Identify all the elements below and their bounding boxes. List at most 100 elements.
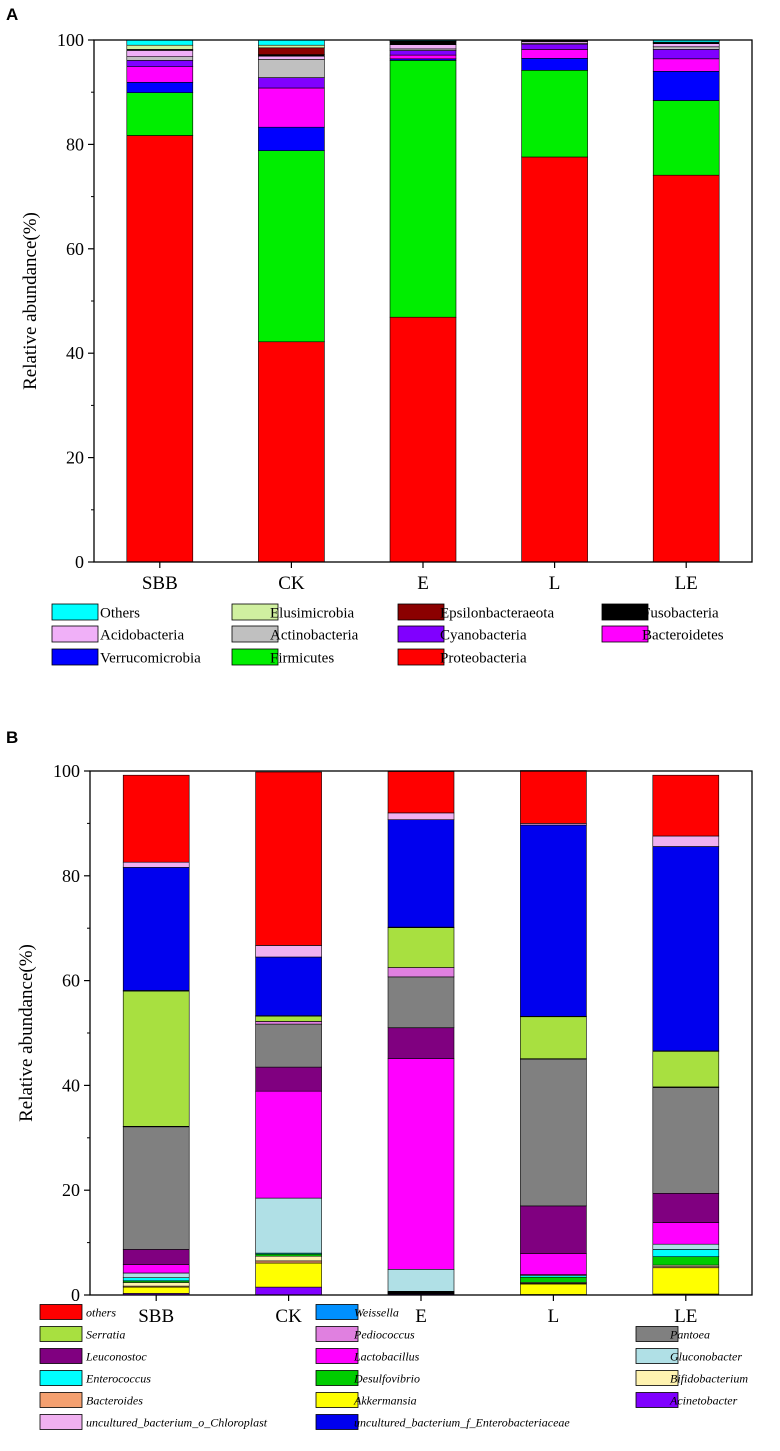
bar-segment-l-leuconostoc <box>520 1205 587 1254</box>
legend-label: Acinetobacter <box>669 1393 738 1407</box>
x-tick-label-le: LE <box>674 1306 697 1327</box>
bar-segment-e-fusobacteria <box>389 41 457 45</box>
legend-label: Gluconobacter <box>670 1349 742 1363</box>
legend-swatch <box>601 603 649 621</box>
legend-swatch <box>315 1370 359 1386</box>
legend-label: Firmicutes <box>270 650 334 666</box>
bar-segment-sbb-others <box>122 774 190 863</box>
bar-segment-ck-others <box>255 771 322 946</box>
bar-segment-le-bacteroidetes <box>652 58 720 72</box>
legend-swatch <box>231 625 279 643</box>
bar-segment-le-verrucomicrobia <box>652 71 720 101</box>
bar-segment-ck-pantoea <box>255 1023 322 1068</box>
bar-segment-e-cyanobacteria <box>389 50 457 56</box>
legend-item-uncultured-bacterium-f-enterobacteriaceae: uncultured_bacterium_f_Enterobacteriacea… <box>315 1414 570 1430</box>
bar-segment-ck-proteobacteria <box>258 341 325 563</box>
bar-segment-e-proteobacteria <box>389 316 457 563</box>
bar-segment-ck-actinobacteria <box>258 58 325 78</box>
legend-label: Pantoea <box>669 1327 710 1341</box>
legend-label: Bacteroides <box>86 1393 143 1407</box>
bar-segment-le-acidobacteria <box>652 43 720 48</box>
bar-segment-ck-pediococcus <box>255 1021 322 1025</box>
bar-segment-sbb-actinobacteria <box>126 56 194 61</box>
legend-swatch <box>231 603 279 621</box>
bar-segment-le-leuconostoc <box>652 1193 720 1223</box>
legend-item-pediococcus: Pediococcus <box>315 1326 415 1342</box>
legend-item-enterococcus: Enterococcus <box>39 1370 151 1386</box>
legend-item-verrucomicrobia: Verrucomicrobia <box>51 648 201 666</box>
bar-segment-sbb-pantoea <box>122 1126 190 1250</box>
legend-swatch <box>39 1414 83 1430</box>
bar-segment-le-firmicutes <box>652 100 720 176</box>
bar-segment-le-cyanobacteria <box>652 49 720 60</box>
legend-item-elusimicrobia: Elusimicrobia <box>231 603 354 621</box>
bar-segment-le-pantoea <box>652 1087 720 1194</box>
legend-label: Serratia <box>86 1327 125 1341</box>
bar-segment-l-lactobacillus <box>520 1253 587 1275</box>
legend-swatch <box>39 1326 83 1342</box>
legend-item-weissella: Weissella <box>315 1304 399 1320</box>
bar-segment-sbb-uncultured-bacterium-f-enterobacteriaceae <box>122 867 190 991</box>
legend-label: Pediococcus <box>353 1327 415 1341</box>
legend-label: Actinobacteria <box>270 627 359 643</box>
legend-label: others <box>86 1305 116 1319</box>
legend-item-acidobacteria: Acidobacteria <box>51 625 184 643</box>
legend-label: Epsilonbacteraeota <box>440 605 554 621</box>
bar-segment-e-uncultured-bacterium-o-chloroplast <box>387 812 455 821</box>
bar-segment-le-uncultured-bacterium-f-enterobacteriaceae <box>652 846 720 1052</box>
bar-segment-l-others <box>520 770 587 824</box>
legend-swatch <box>397 625 445 643</box>
bar-segment-e-leuconostoc <box>387 1027 455 1060</box>
legend-swatch <box>315 1414 359 1430</box>
legend-item-firmicutes: Firmicutes <box>231 648 334 666</box>
bar-segment-l-desulfovibrio <box>520 1276 587 1283</box>
bar-segment-sbb-acidobacteria <box>126 50 194 58</box>
legend-label: Leuconostoc <box>85 1349 147 1363</box>
legend-swatch <box>51 603 99 621</box>
y-tick-label: 20 <box>62 1180 80 1200</box>
y-tick-label: 60 <box>66 239 84 259</box>
y-tick-label: 0 <box>71 1285 80 1305</box>
bar-segment-ck-gluconobacter <box>255 1197 322 1254</box>
bar-segment-ck-leuconostoc <box>255 1066 322 1092</box>
bar-segment-le-lactobacillus <box>652 1222 720 1245</box>
legend-item-others: Others <box>51 603 140 621</box>
bar-segment-sbb-verrucomicrobia <box>126 82 194 94</box>
legend-item-actinobacteria: Actinobacteria <box>231 625 359 643</box>
bar-segment-le-enterococcus <box>652 1249 720 1258</box>
x-tick-label-l: L <box>548 1306 560 1327</box>
bar-segment-l-cyanobacteria <box>521 43 588 50</box>
legend-swatch <box>315 1304 359 1320</box>
legend-item-bacteroides: Bacteroides <box>39 1392 143 1408</box>
bar-segment-l-acidobacteria <box>521 41 588 44</box>
bar-segment-l-firmicutes <box>521 70 588 158</box>
x-tick-label-l: L <box>549 573 561 594</box>
legend-swatch <box>315 1348 359 1364</box>
bar-segment-l-pantoea <box>520 1058 587 1207</box>
bar-segment-sbb-desulfovibrio <box>122 1280 190 1283</box>
x-tick-label-e: E <box>417 573 429 594</box>
chart-panel-b: 0 20 40 60 80 100 SBB CK E L LE Relative abundance(… <box>16 761 753 1430</box>
bar-segment-e-bacteroidetes <box>389 54 457 60</box>
bar-segment-sbb-uncultured-bacterium-o-chloroplast <box>122 861 190 868</box>
bar-segment-l-proteobacteria <box>521 156 588 563</box>
legend-swatch <box>635 1370 679 1386</box>
y-tick-label: 60 <box>62 971 80 991</box>
bar-segment-ck-lactobacillus <box>255 1090 322 1199</box>
legend-swatch <box>39 1348 83 1364</box>
panel-label-b: B <box>6 728 18 747</box>
bar-segment-ck-cyanobacteria <box>258 77 325 89</box>
bar-segment-le-gluconobacter <box>652 1243 720 1250</box>
bar-segment-e-pediococcus <box>387 967 455 978</box>
bar-segment-ck-bacteroidetes <box>258 87 325 128</box>
y-axis-label: Relative abundance(%) <box>16 944 37 1122</box>
legend-label: Acidobacteria <box>100 627 184 643</box>
legend: others Weissella Serratia Pediococcus Pantoe… <box>39 1304 748 1430</box>
y-tick-label: 100 <box>57 30 84 50</box>
x-tick-label-sbb: SBB <box>138 1306 174 1327</box>
legend-label: Proteobacteria <box>440 650 527 666</box>
bar-segment-e-gluconobacter <box>387 1269 455 1292</box>
bar-segment-l-akkermansia <box>520 1283 587 1295</box>
legend-label: Weissella <box>354 1305 399 1319</box>
